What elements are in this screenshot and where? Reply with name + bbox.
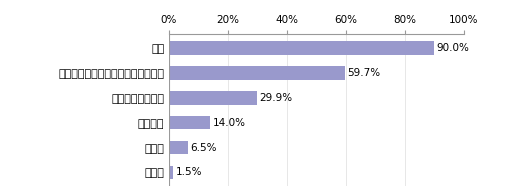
Text: 59.7%: 59.7%: [347, 68, 380, 78]
Bar: [169, 66, 345, 80]
Bar: [169, 141, 188, 154]
Text: 90.0%: 90.0%: [436, 43, 470, 53]
Text: 1.5%: 1.5%: [175, 167, 202, 177]
Text: 6.5%: 6.5%: [190, 142, 217, 153]
Text: 14.0%: 14.0%: [212, 118, 245, 128]
Bar: [169, 166, 173, 179]
Text: 29.9%: 29.9%: [259, 93, 292, 103]
Bar: [169, 91, 257, 105]
Bar: [169, 116, 210, 130]
Bar: [169, 41, 434, 55]
